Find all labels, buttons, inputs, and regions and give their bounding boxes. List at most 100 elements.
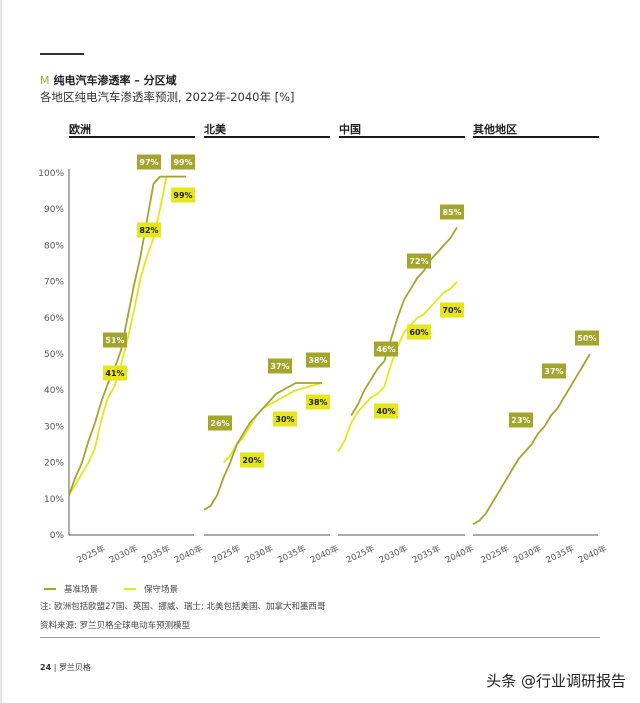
conservative-value-label: 70%: [440, 302, 464, 318]
svg-text:99%: 99%: [173, 158, 192, 167]
svg-text:40%: 40%: [376, 407, 395, 416]
conservative-value-label: 40%: [374, 403, 398, 419]
conservative-value-label: 99%: [171, 187, 195, 203]
legend-item-baseline: 基准场景: [44, 583, 98, 595]
conservative-series-line: [337, 280, 458, 453]
x-tick-label: 2030年: [108, 543, 140, 566]
baseline-value-label: 72%: [407, 253, 431, 269]
svg-text:26%: 26%: [210, 419, 229, 428]
legend-swatch-conservative: [124, 588, 137, 590]
y-tick-label: 80%: [44, 241, 64, 251]
x-tick-label: 2035年: [544, 543, 576, 566]
svg-text:51%: 51%: [105, 336, 124, 345]
x-tick-label: 2035年: [140, 543, 172, 566]
panel-rule-china: [339, 136, 465, 138]
svg-text:38%: 38%: [308, 356, 327, 365]
panel-title-north-america: 北美: [204, 123, 226, 136]
x-tick-label: 2035年: [276, 543, 308, 566]
svg-text:46%: 46%: [376, 345, 395, 354]
figure-title: M 纯电汽车渗透率 – 分区域: [40, 72, 177, 88]
legend: 基准场景 保守场景: [44, 583, 178, 595]
svg-text:99%: 99%: [173, 191, 192, 200]
x-tick-label: 2025年: [75, 543, 107, 566]
page-left-border: [0, 0, 2, 703]
svg-text:23%: 23%: [511, 416, 530, 425]
y-axis: 0% 10% 20% 30% 40% 50% 60% 70% 80% 90% 100%: [38, 169, 70, 541]
y-tick-label: 20%: [44, 459, 64, 469]
watermark: 头条 @行业调研报告: [486, 672, 626, 690]
baseline-series-line: [350, 226, 458, 416]
page-separator: |: [53, 663, 57, 672]
x-tick-label: 2040年: [444, 543, 476, 566]
y-tick-label: 100%: [38, 169, 64, 179]
panel-title-europe: 欧洲: [69, 123, 91, 136]
conservative-value-label: 60%: [407, 324, 431, 340]
baseline-value-label: 26%: [208, 415, 232, 431]
svg-text:20%: 20%: [242, 456, 261, 465]
panel-2: 2025年 2030年 2035年 2040年 46% 72% 85% 40% 60% 70%: [337, 204, 476, 566]
y-tick-label: 0%: [50, 531, 65, 541]
x-tick-label: 2025年: [344, 543, 376, 566]
svg-text:97%: 97%: [139, 158, 158, 167]
page-number: 24: [40, 663, 52, 672]
y-tick-label: 60%: [44, 314, 64, 324]
y-tick-label: 40%: [44, 386, 64, 396]
baseline-value-label: 37%: [542, 363, 566, 379]
legend-label-baseline: 基准场景: [64, 585, 99, 595]
chart-canvas: 0%10%20%30%40%50%60%70%80%90%100% 2025年 2…: [38, 154, 609, 566]
x-tick-label: 2040年: [577, 543, 609, 566]
panel-title-other: 其他地区: [473, 123, 517, 136]
footnote: 注: 欧洲包括欧盟27国、英国、挪威、瑞士; 北美包括美国、加拿大和墨西哥: [40, 602, 326, 612]
figure-title-text: 纯电汽车渗透率 – 分区域: [53, 74, 177, 87]
baseline-value-label: 38%: [306, 352, 330, 368]
conservative-value-label: 38%: [306, 394, 330, 410]
x-tick-label: 2030年: [243, 543, 275, 566]
svg-text:37%: 37%: [544, 367, 563, 376]
svg-text:41%: 41%: [105, 369, 124, 378]
svg-text:37%: 37%: [270, 362, 289, 371]
legend-swatch-baseline: [44, 588, 56, 590]
panel-rule-europe: [69, 136, 195, 138]
x-tick-label: 2040年: [309, 543, 341, 566]
panel-1: 2025年 2030年 2035年 2040年 26% 37% 38% 20% 30% 38%: [203, 352, 341, 566]
svg-text:72%: 72%: [409, 257, 428, 266]
conservative-value-label: 30%: [273, 411, 297, 427]
figure-marker: M: [40, 74, 50, 87]
footer-rule: [40, 637, 600, 638]
baseline-series-line: [472, 353, 591, 525]
panel-rule-north-america: [204, 136, 330, 138]
panel-title-china: 中国: [339, 123, 361, 136]
svg-text:30%: 30%: [275, 415, 294, 424]
baseline-value-label: 85%: [440, 204, 464, 220]
legend-item-conservative: 保守场景: [124, 583, 178, 595]
panel-0: 2025年 2030年 2035年 2040年 51% 97% 99% 41% 82% 99%: [68, 154, 205, 566]
y-tick-label: 10%: [44, 495, 64, 505]
x-tick-label: 2025年: [479, 543, 511, 566]
svg-text:70%: 70%: [442, 306, 461, 315]
x-tick-label: 2030年: [512, 543, 544, 566]
svg-text:50%: 50%: [577, 334, 596, 343]
x-tick-label: 2040年: [173, 543, 205, 566]
header-rule: [40, 53, 84, 55]
x-tick-label: 2035年: [411, 543, 443, 566]
baseline-value-label: 51%: [103, 332, 127, 348]
y-tick-label: 70%: [44, 278, 64, 288]
baseline-value-label: 37%: [268, 358, 292, 374]
baseline-series-line: [68, 175, 186, 496]
baseline-value-label: 97%: [137, 154, 161, 170]
conservative-value-label: 82%: [137, 222, 161, 238]
source-note: 资料来源: 罗兰贝格全球电动车预测模型: [40, 621, 191, 631]
page-footer: 24 | 罗兰贝格: [40, 662, 91, 673]
y-tick-label: 90%: [44, 205, 64, 215]
baseline-value-label: 50%: [575, 330, 599, 346]
legend-label-conservative: 保守场景: [144, 585, 179, 595]
svg-text:85%: 85%: [442, 208, 461, 217]
baseline-value-label: 23%: [509, 412, 533, 428]
baseline-series-line: [203, 382, 322, 511]
svg-text:60%: 60%: [409, 328, 428, 337]
panel-3: 2025年 2030年 2035年 2040年 23% 37% 50%: [472, 330, 609, 566]
conservative-value-label: 41%: [103, 365, 127, 381]
y-tick-label: 30%: [44, 422, 64, 432]
company-name: 罗兰贝格: [58, 663, 91, 672]
